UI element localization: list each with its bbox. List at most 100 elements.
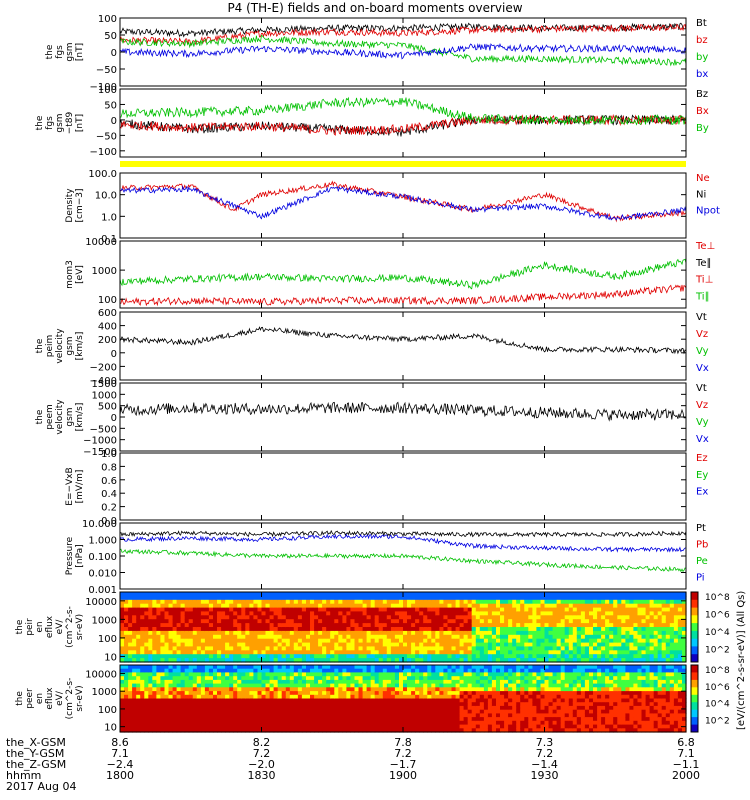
spectrogram-cell-8 xyxy=(140,658,145,663)
spectrogram-cell-8 xyxy=(419,599,424,605)
spectrogram-cell-8 xyxy=(318,642,323,648)
spectrogram-cell-8 xyxy=(568,658,574,663)
spectrogram-cell-8 xyxy=(649,642,655,648)
spectrogram-cell-9 xyxy=(451,698,457,703)
spectrogram-cell-8 xyxy=(128,603,133,609)
spectrogram-cell-8 xyxy=(176,592,182,597)
spectrogram-cell-9 xyxy=(431,702,436,707)
spectrogram-cell-9 xyxy=(261,728,267,733)
spectrogram-cell-9 xyxy=(168,705,174,711)
spectrogram-cell-9 xyxy=(338,672,343,677)
spectrogram-cell-8 xyxy=(152,611,157,616)
spectrogram-cell-8 xyxy=(516,638,521,644)
spectrogram-cell-9 xyxy=(528,668,533,673)
spectrogram-cell-8 xyxy=(160,592,165,597)
spectrogram-cell-8 xyxy=(682,646,687,651)
spectrogram-cell-9 xyxy=(423,676,428,681)
spectrogram-cell-8 xyxy=(148,642,153,648)
spectrogram-cell-9 xyxy=(152,668,157,673)
spectrogram-cell-8 xyxy=(556,646,562,651)
spectrogram-cell-9 xyxy=(589,728,594,733)
spectrogram-cell-9 xyxy=(164,683,170,688)
spectrogram-cell-8 xyxy=(576,592,582,597)
spectrogram-cell-9 xyxy=(419,724,424,729)
spectrogram-cell-9 xyxy=(483,676,489,681)
spectrogram-cell-8 xyxy=(572,650,578,655)
spectrogram-cell-8 xyxy=(297,615,303,620)
spectrogram-cell-8 xyxy=(536,619,541,624)
spectrogram-cell-8 xyxy=(326,607,331,613)
spectrogram-cell-9 xyxy=(564,698,570,703)
spectrogram-cell-8 xyxy=(496,607,501,613)
spectrogram-cell-8 xyxy=(487,646,493,651)
spectrogram-cell-8 xyxy=(233,650,238,655)
spectrogram-cell-8 xyxy=(200,658,206,663)
spectrogram-cell-8 xyxy=(386,595,392,601)
spectrogram-cell-9 xyxy=(483,665,489,670)
spectrogram-cell-8 xyxy=(245,615,250,620)
spectrogram-cell-9 xyxy=(471,668,477,673)
spectrogram-cell-9 xyxy=(564,717,570,722)
spectrogram-cell-8 xyxy=(605,638,610,644)
spectrogram-cell-8 xyxy=(593,603,598,609)
spectrogram-cell-8 xyxy=(443,623,448,628)
spectrogram-cell-8 xyxy=(217,592,222,597)
spectrogram-cell-9 xyxy=(508,713,513,718)
spectrogram-cell-8 xyxy=(399,650,404,655)
spectrogram-cell-9 xyxy=(208,698,214,703)
spectrogram-cell-8 xyxy=(528,599,533,605)
spectrogram-cell-9 xyxy=(524,691,529,696)
spectrogram-cell-8 xyxy=(326,627,331,632)
spectrogram-cell-8 xyxy=(378,646,384,651)
spectrogram-cell-9 xyxy=(597,694,602,700)
spectrogram-cell-9 xyxy=(346,668,351,673)
legend-ti: Ti⊥ xyxy=(695,275,713,286)
spectrogram-cell-8 xyxy=(281,611,287,616)
spectrogram-cell-8 xyxy=(597,599,602,605)
spectrogram-cell-8 xyxy=(540,623,546,628)
spectrogram-cell-9 xyxy=(471,694,477,700)
spectrogram-cell-9 xyxy=(277,717,283,722)
spectrogram-cell-9 xyxy=(576,724,582,729)
spectrogram-cell-8 xyxy=(415,603,420,609)
spectrogram-cell-9 xyxy=(544,717,550,722)
spectrogram-cell-8 xyxy=(605,630,610,636)
spectrogram-cell-8 xyxy=(682,611,687,616)
spectrogram-cell-9 xyxy=(322,676,327,681)
spectrogram-cell-8 xyxy=(475,630,481,636)
spectrogram-cell-8 xyxy=(496,619,501,624)
spectrogram-cell-8 xyxy=(560,646,566,651)
spectrogram-cell-8 xyxy=(140,599,145,605)
spectrogram-cell-9 xyxy=(233,687,238,692)
spectrogram-cell-9 xyxy=(536,705,541,711)
spectrogram-cell-8 xyxy=(605,654,610,659)
spectrogram-cell-8 xyxy=(285,654,291,659)
spectrogram-cell-9 xyxy=(346,676,351,681)
spectrogram-cell-8 xyxy=(403,611,408,616)
spectrogram-cell-8 xyxy=(403,646,408,651)
spectrogram-cell-9 xyxy=(233,702,238,707)
spectrogram-cell-9 xyxy=(443,694,448,700)
spectrogram-cell-8 xyxy=(467,619,473,624)
spectrogram-cell-8 xyxy=(289,611,295,616)
spectrogram-cell-9 xyxy=(508,698,513,703)
spectrogram-cell-9 xyxy=(463,676,469,681)
spectrogram-cell-8 xyxy=(593,599,598,605)
spectrogram-cell-8 xyxy=(633,623,638,628)
spectrogram-cell-8 xyxy=(431,627,436,632)
spectrogram-cell-8 xyxy=(120,642,125,648)
spectrogram-cell-9 xyxy=(318,709,323,714)
spectrogram-cell-9 xyxy=(330,717,335,722)
spectrogram-cell-8 xyxy=(314,623,319,628)
spectrogram-cell-9 xyxy=(293,679,299,685)
spectrogram-cell-9 xyxy=(394,702,400,707)
spectrogram-cell-8 xyxy=(665,630,671,636)
spectrogram-cell-9 xyxy=(277,676,283,681)
spectrogram-cell-8 xyxy=(136,619,141,624)
spectrogram-cell-9 xyxy=(597,698,602,703)
spectrogram-cell-9 xyxy=(483,709,489,714)
spectrogram-cell-9 xyxy=(253,713,258,718)
spectrogram-cell-9 xyxy=(164,698,170,703)
legend-bx: Bx xyxy=(696,106,709,117)
spectrogram-cell-9 xyxy=(411,720,416,726)
